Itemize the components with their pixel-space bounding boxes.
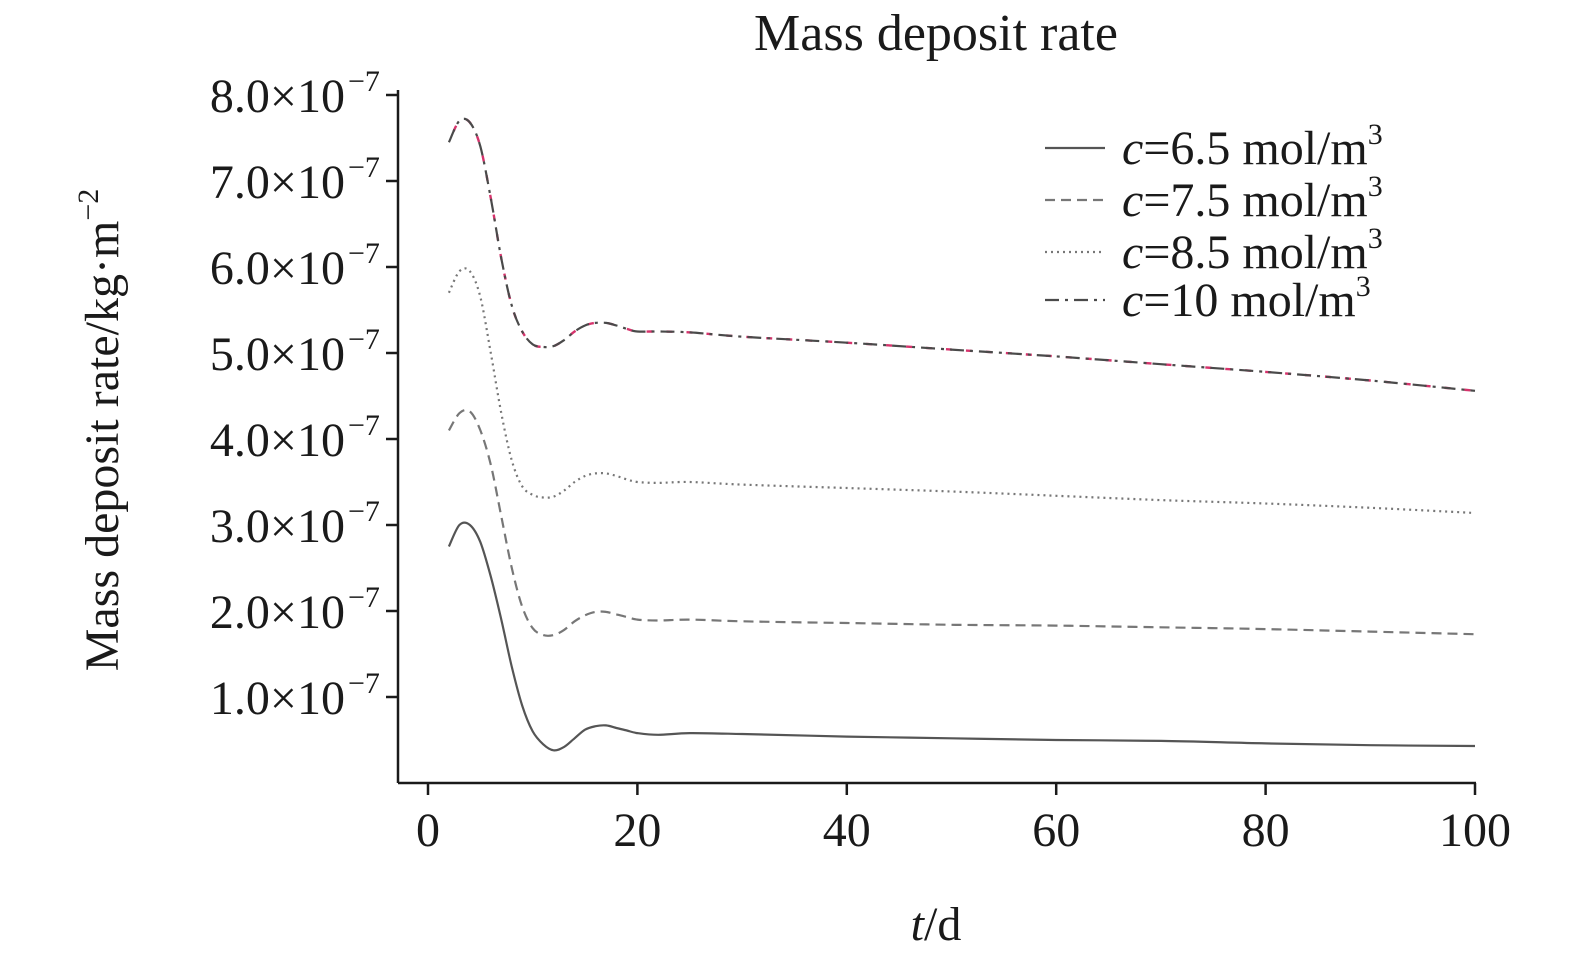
legend-entry-text: =10 mol/m — [1143, 274, 1355, 327]
series-line — [447, 117, 1476, 392]
x-axis-ticks: 0 20 40 60 80 100 — [416, 783, 1511, 857]
y-tick-label: 1.0×10 — [210, 672, 345, 725]
axes — [396, 90, 1476, 785]
y-tick-label-exponent: −7 — [348, 323, 380, 356]
y-tick-label-exponent: −7 — [348, 65, 380, 98]
legend-entry-sup: 3 — [1368, 170, 1383, 203]
legend-entry: c=10 mol/m3 — [1122, 270, 1371, 327]
y-axis-label-sup: −2 — [72, 189, 105, 221]
legend-entry-sup: 3 — [1368, 222, 1383, 255]
legend-entry-text: =7.5 mol/m — [1143, 174, 1367, 227]
legend-entry-var: c — [1122, 122, 1143, 175]
series-line — [447, 521, 1476, 752]
y-axis-ticks: 1.0×10 −72.0×10 −73.0×10 −74.0×10 −75.0×10 −7… — [210, 65, 398, 725]
y-tick-label: 2.0×10 — [210, 586, 345, 639]
y-tick-label-exponent: −7 — [348, 667, 380, 700]
legend-entry-var: c — [1122, 174, 1143, 227]
legend-entry-sup: 3 — [1368, 118, 1383, 151]
y-axis-label: Mass deposit rate/kg·m−2 — [72, 189, 129, 672]
y-tick-label-exponent: −7 — [348, 151, 380, 184]
legend-entry: c=7.5 mol/m3 — [1122, 170, 1383, 227]
legend-entry: c=8.5 mol/m3 — [1122, 222, 1383, 279]
x-axis-label-unit: /d — [924, 898, 961, 951]
x-tick-label: 40 — [823, 804, 871, 857]
y-axis-label-main: Mass deposit rate/kg·m — [76, 221, 129, 672]
y-tick-label: 3.0×10 — [210, 500, 345, 553]
x-axis-label-var: t — [911, 898, 926, 951]
y-tick-label: 6.0×10 — [210, 242, 345, 295]
x-tick-label: 100 — [1439, 804, 1511, 857]
y-tick-label-exponent: −7 — [348, 581, 380, 614]
x-tick-label: 0 — [416, 804, 440, 857]
legend-entry-sup: 3 — [1356, 270, 1371, 303]
y-tick-label: 5.0×10 — [210, 328, 345, 381]
y-tick-label: 7.0×10 — [210, 156, 345, 209]
legend-entry-var: c — [1122, 274, 1143, 327]
y-tick-label: 4.0×10 — [210, 414, 345, 467]
legend: c=6.5 mol/m3c=7.5 mol/m3c=8.5 mol/m3c=10… — [1045, 118, 1383, 327]
x-axis-label: t/d — [911, 898, 962, 951]
legend-entry-var: c — [1122, 226, 1143, 279]
legend-entry-text: =6.5 mol/m — [1143, 122, 1367, 175]
legend-entry: c=6.5 mol/m3 — [1122, 118, 1383, 175]
y-tick-label-exponent: −7 — [348, 495, 380, 528]
series-lines — [447, 117, 1476, 752]
chart-title: Mass deposit rate — [754, 5, 1118, 62]
series-line — [447, 408, 1476, 637]
x-tick-label: 80 — [1242, 804, 1290, 857]
x-tick-label: 60 — [1032, 804, 1080, 857]
y-tick-label-exponent: −7 — [348, 409, 380, 442]
y-tick-label: 8.0×10 — [210, 70, 345, 123]
y-tick-label-exponent: −7 — [348, 237, 380, 270]
x-tick-label: 20 — [613, 804, 661, 857]
legend-entry-text: =8.5 mol/m — [1143, 226, 1367, 279]
